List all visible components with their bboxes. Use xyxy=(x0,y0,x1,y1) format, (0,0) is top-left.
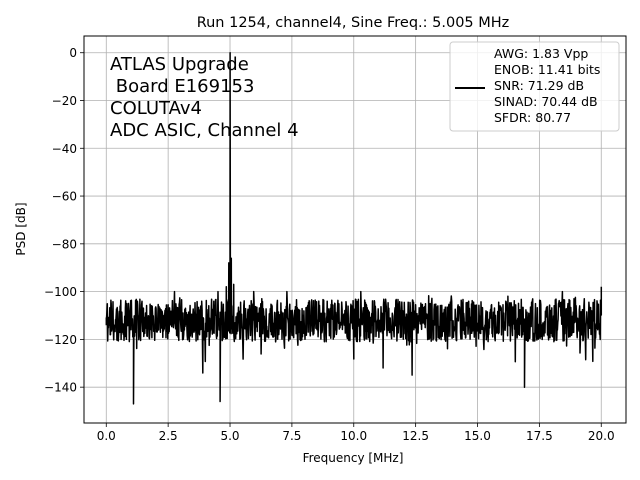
x-tick-label: 2.5 xyxy=(159,429,178,443)
x-tick-label: 12.5 xyxy=(402,429,429,443)
x-axis-label: Frequency [MHz] xyxy=(303,451,404,465)
psd-series-line xyxy=(105,51,603,405)
y-tick-label: −140 xyxy=(44,381,77,395)
x-tick-label: 10.0 xyxy=(340,429,367,443)
x-axis-ticks: 0.0 2.5 5.0 7.5 10.0 12.5 15.0 17.5 20.0 xyxy=(97,423,615,443)
y-axis-ticks: 0 −20 −40 −60 −80 −100 −120 −140 xyxy=(44,46,84,395)
legend-entry: SNR: 71.29 dB xyxy=(494,78,584,93)
annotation-line: COLUTAv4 xyxy=(110,98,202,119)
annotation-line: Board E169153 xyxy=(110,76,254,97)
legend-entry: SFDR: 80.77 xyxy=(494,110,571,125)
x-tick-label: 17.5 xyxy=(526,429,553,443)
y-tick-label: −120 xyxy=(44,333,77,347)
annotation-line: ATLAS Upgrade xyxy=(110,54,249,75)
annotation-line: ADC ASIC, Channel 4 xyxy=(110,120,299,141)
x-tick-label: 20.0 xyxy=(588,429,615,443)
x-tick-label: 0.0 xyxy=(97,429,116,443)
legend-entry: SINAD: 70.44 dB xyxy=(494,94,598,109)
legend-entry: ENOB: 11.41 bits xyxy=(494,62,600,77)
y-tick-label: −100 xyxy=(44,285,77,299)
y-tick-label: −60 xyxy=(52,190,77,204)
legend-entry: AWG: 1.83 Vpp xyxy=(494,46,588,61)
x-tick-label: 7.5 xyxy=(282,429,301,443)
legend-box xyxy=(449,41,620,132)
y-axis-label: PSD [dB] xyxy=(14,202,28,255)
y-tick-label: 0 xyxy=(69,46,77,60)
chart-title: Run 1254, channel4, Sine Freq.: 5.005 MH… xyxy=(197,15,510,31)
y-tick-label: −20 xyxy=(52,94,77,108)
plot-area-frame xyxy=(83,35,627,424)
x-tick-label: 5.0 xyxy=(220,429,239,443)
x-tick-label: 15.0 xyxy=(464,429,491,443)
y-tick-label: −80 xyxy=(52,237,77,251)
y-tick-label: −40 xyxy=(52,142,77,156)
